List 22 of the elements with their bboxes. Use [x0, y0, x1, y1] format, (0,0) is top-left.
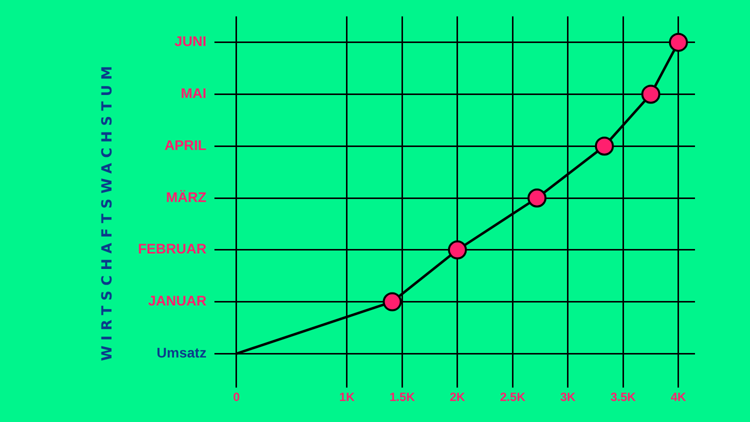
text: WIRTSCHAFTSWACHSTUM [100, 60, 116, 362]
y-tick-label: Umsatz [156, 344, 206, 361]
y-tick-label: FEBRUAR [138, 240, 206, 257]
y-tick-label: JANUAR [148, 292, 206, 309]
point [527, 188, 546, 208]
y-tick-label: JUNI [174, 33, 206, 50]
point [668, 32, 688, 52]
x-tick-label: 2K [450, 390, 466, 404]
point [641, 84, 660, 104]
y-tick-label: MÄRZ [166, 188, 207, 205]
y-tick-label: APRIL [164, 136, 207, 153]
x-tick-label: 2.5K [500, 390, 526, 404]
y-tick-label: MAI [180, 85, 206, 102]
point [594, 136, 614, 156]
x-tick-label: 0 [233, 390, 240, 404]
point [382, 292, 402, 312]
x-tick-label: 3K [560, 390, 576, 404]
x-tick-label: 4K [670, 390, 686, 404]
x-tick-label: 1.5K [390, 390, 416, 404]
x-tick-label: 1K [339, 390, 355, 404]
point [448, 240, 467, 260]
x-tick-label: 3.5K [610, 390, 636, 404]
